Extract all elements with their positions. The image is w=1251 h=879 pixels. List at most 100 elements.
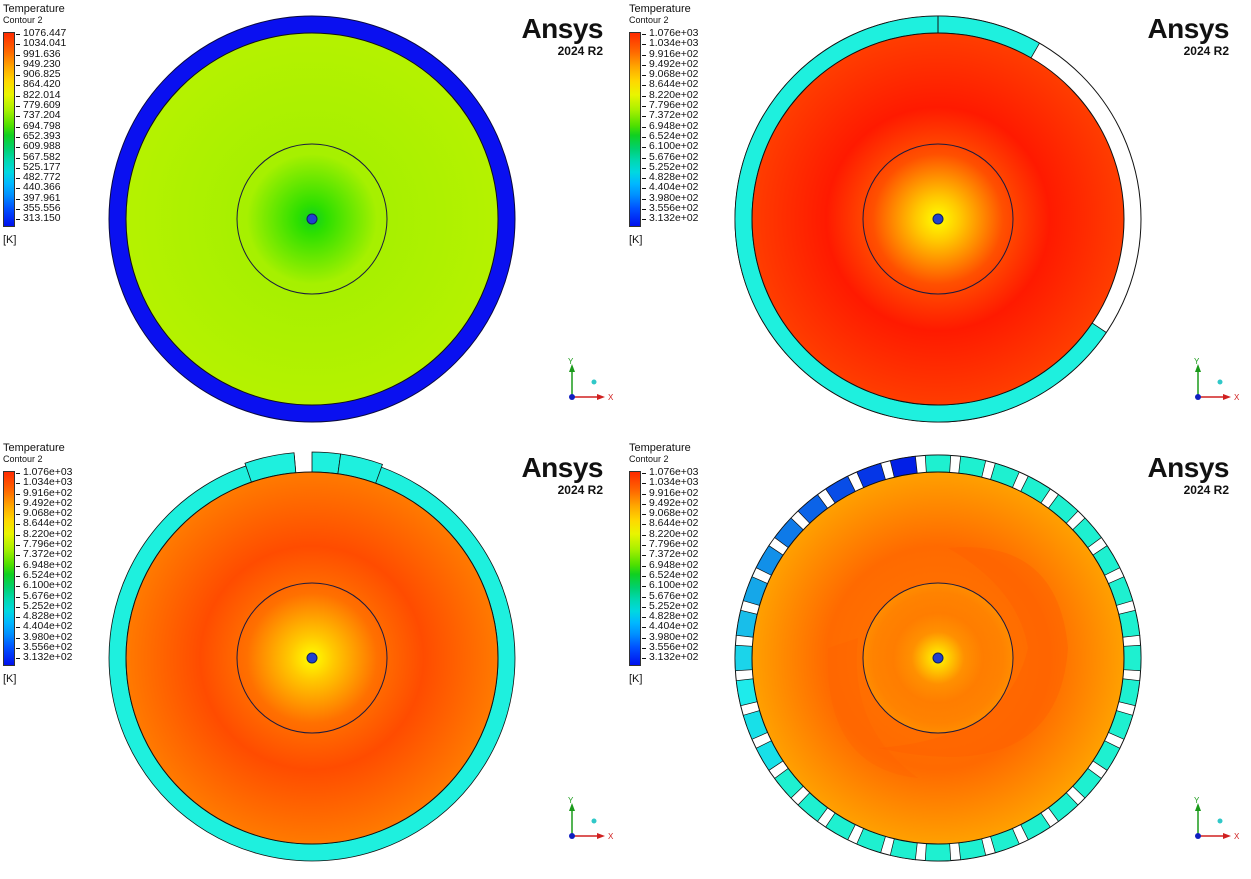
legend-tick-label: 6.100e+02 bbox=[641, 141, 698, 152]
legend-tick-label: 694.798 bbox=[15, 121, 66, 132]
legend-subtitle: Contour 2 bbox=[629, 15, 669, 25]
contour-plot bbox=[734, 15, 1142, 423]
legend-tick-label: 8.220e+02 bbox=[641, 90, 698, 101]
color-legend: Temperature Contour 2 1.076e+03 1.034e+03… bbox=[629, 4, 729, 246]
center-rod bbox=[932, 213, 944, 225]
legend-tick-label: 3.132e+02 bbox=[15, 652, 72, 663]
legend-tick-label: 9.492e+02 bbox=[15, 498, 72, 509]
axis-triad-icon: Y X bbox=[1188, 794, 1243, 844]
contour-plot bbox=[108, 451, 516, 862]
legend-title: Temperature bbox=[629, 442, 691, 454]
legend-tick-label: 1.076e+03 bbox=[641, 28, 698, 39]
legend-tick-label: 1.034e+03 bbox=[641, 38, 698, 49]
legend-tick-label: 5.676e+02 bbox=[641, 591, 698, 602]
inner-boundary bbox=[236, 582, 388, 734]
legend-tick-label: 1076.447 bbox=[15, 28, 66, 39]
inner-boundary bbox=[236, 143, 388, 295]
color-legend: Temperature Contour 2 1076.447 1034.041 99… bbox=[3, 4, 103, 246]
legend-tick-label: 4.404e+02 bbox=[641, 183, 698, 193]
color-legend: Temperature Contour 2 1.076e+03 1.034e+03… bbox=[629, 442, 729, 685]
legend-tick-label: 6.948e+02 bbox=[641, 121, 698, 132]
brand-name: Ansys bbox=[521, 452, 603, 483]
legend-tick-label: 9.492e+02 bbox=[641, 498, 698, 509]
legend-tick-label: 3.980e+02 bbox=[15, 632, 72, 643]
svg-text:Y: Y bbox=[568, 357, 574, 366]
legend-tick-label: 3.132e+02 bbox=[641, 213, 698, 224]
colormap-bar bbox=[3, 32, 15, 227]
legend-tick-label: 6.100e+02 bbox=[15, 580, 72, 591]
legend-tick-label: 7.372e+02 bbox=[641, 111, 698, 121]
brand-version: 2024 R2 bbox=[1183, 44, 1229, 58]
legend-tick-label: 8.220e+02 bbox=[15, 529, 72, 540]
panel-bottom-right: Temperature Contour 2 1.076e+03 1.034e+03… bbox=[626, 439, 1251, 878]
brand-name: Ansys bbox=[1147, 13, 1229, 44]
legend-tick-label: 5.252e+02 bbox=[15, 601, 72, 612]
brand-version: 2024 R2 bbox=[1183, 483, 1229, 497]
legend-labels: 1.076e+03 1.034e+03 9.916e+02 9.492e+02 9.06… bbox=[641, 467, 698, 664]
legend-subtitle: Contour 2 bbox=[3, 454, 43, 464]
panel-bottom-left: Temperature Contour 2 1.076e+03 1.034e+03… bbox=[0, 439, 625, 878]
legend-tick-label: 652.393 bbox=[15, 131, 66, 142]
legend-tick-label: 8.644e+02 bbox=[641, 80, 698, 90]
ansys-logo: Ansys 2024 R2 bbox=[521, 14, 603, 59]
legend-tick-label: 822.014 bbox=[15, 90, 66, 101]
legend-tick-label: 4.404e+02 bbox=[641, 622, 698, 632]
axis-triad-icon: Y X bbox=[1188, 355, 1243, 405]
brand-version: 2024 R2 bbox=[557, 483, 603, 497]
colormap-bar bbox=[629, 32, 641, 227]
legend-unit: [K] bbox=[3, 234, 17, 246]
legend-tick-label: 906.825 bbox=[15, 69, 66, 80]
legend-tick-label: 7.796e+02 bbox=[15, 539, 72, 550]
legend-title: Temperature bbox=[3, 442, 65, 454]
legend-tick-label: 482.772 bbox=[15, 172, 66, 183]
legend-tick-label: 355.556 bbox=[15, 203, 66, 214]
legend-unit: [K] bbox=[3, 673, 17, 685]
brand-name: Ansys bbox=[1147, 452, 1229, 483]
legend-tick-label: 525.177 bbox=[15, 162, 66, 173]
ring-segment bbox=[924, 454, 952, 473]
legend-tick-label: 4.828e+02 bbox=[15, 611, 72, 622]
panel-top-right: Temperature Contour 2 1.076e+03 1.034e+03… bbox=[626, 0, 1251, 439]
ring-segment bbox=[1123, 644, 1142, 672]
legend-tick-label: 7.372e+02 bbox=[641, 550, 698, 560]
svg-text:X: X bbox=[1234, 832, 1240, 841]
legend-tick-label: 7.796e+02 bbox=[641, 539, 698, 550]
legend-tick-label: 1034.041 bbox=[15, 38, 66, 49]
legend-tick-label: 991.636 bbox=[15, 49, 66, 60]
panel-top-left: Temperature Contour 2 1076.447 1034.041 99… bbox=[0, 0, 625, 439]
inner-boundary bbox=[862, 582, 1014, 734]
legend-unit: [K] bbox=[629, 234, 643, 246]
legend-tick-label: 737.204 bbox=[15, 111, 66, 121]
legend-tick-label: 949.230 bbox=[15, 59, 66, 70]
ansys-logo: Ansys 2024 R2 bbox=[1147, 13, 1229, 59]
legend-tick-label: 8.644e+02 bbox=[641, 519, 698, 529]
svg-text:X: X bbox=[1234, 393, 1240, 402]
legend-tick-label: 4.828e+02 bbox=[641, 172, 698, 183]
legend-tick-label: 1.076e+03 bbox=[15, 467, 72, 478]
legend-tick-label: 6.948e+02 bbox=[641, 560, 698, 571]
legend-tick-label: 4.828e+02 bbox=[641, 611, 698, 622]
center-rod bbox=[932, 652, 944, 664]
legend-tick-label: 3.556e+02 bbox=[641, 642, 698, 653]
contour-plot bbox=[108, 15, 516, 423]
legend-unit: [K] bbox=[629, 673, 643, 685]
legend-tick-label: 9.492e+02 bbox=[641, 59, 698, 70]
svg-text:Y: Y bbox=[568, 796, 574, 805]
legend-tick-label: 3.556e+02 bbox=[641, 203, 698, 214]
legend-tick-label: 5.252e+02 bbox=[641, 162, 698, 173]
legend-tick-label: 1.076e+03 bbox=[641, 467, 698, 478]
legend-tick-label: 3.980e+02 bbox=[641, 193, 698, 204]
xyz-axes-icon: Y X bbox=[1194, 796, 1240, 841]
legend-tick-label: 9.916e+02 bbox=[641, 49, 698, 60]
legend-tick-label: 1.034e+03 bbox=[641, 477, 698, 488]
legend-tick-label: 9.068e+02 bbox=[15, 508, 72, 519]
legend-tick-label: 864.420 bbox=[15, 80, 66, 90]
legend-tick-label: 6.524e+02 bbox=[641, 131, 698, 142]
color-legend: Temperature Contour 2 1.076e+03 1.034e+03… bbox=[3, 442, 103, 685]
colormap-bar bbox=[629, 471, 641, 666]
legend-tick-label: 8.220e+02 bbox=[641, 529, 698, 540]
ansys-logo: Ansys 2024 R2 bbox=[1147, 452, 1229, 498]
colormap-bar bbox=[3, 471, 15, 666]
inner-boundary bbox=[862, 143, 1014, 295]
legend-subtitle: Contour 2 bbox=[3, 15, 43, 25]
